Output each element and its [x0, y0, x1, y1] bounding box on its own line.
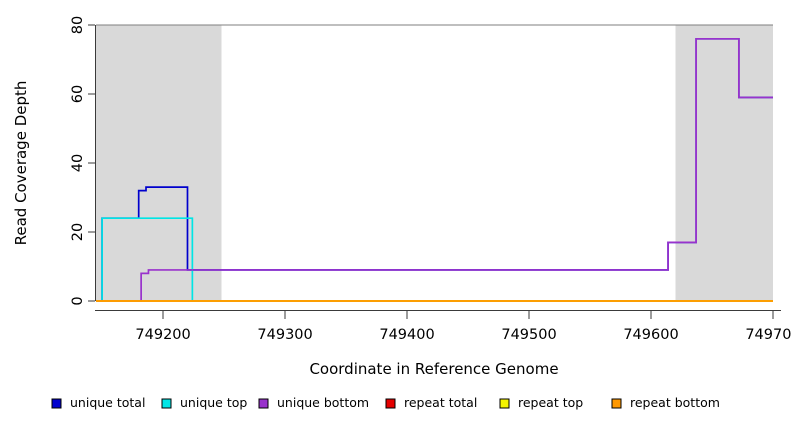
y-axis-title: Read Coverage Depth: [12, 81, 30, 246]
x-axis: 749200 749300 749400 749500 749600 749700: [95, 309, 792, 343]
legend-swatch: [258, 398, 269, 409]
shaded-regions: [96, 25, 773, 301]
legend-swatch: [51, 398, 62, 409]
y-tick-label: 20: [70, 223, 86, 241]
x-axis-title: Coordinate in Reference Genome: [309, 360, 558, 378]
y-axis-ticks: 0 20 40 60 80: [70, 16, 95, 306]
data-series: [96, 37, 773, 302]
x-tick-label: 749200: [135, 327, 190, 343]
legend-swatch: [385, 398, 396, 409]
legend-swatch: [161, 398, 172, 409]
legend-label: repeat top: [518, 395, 583, 410]
x-tick-label: 749700: [745, 327, 792, 343]
x-tick-label: 749300: [257, 327, 312, 343]
legend-label: repeat total: [404, 395, 477, 410]
x-tick-label: 749600: [623, 327, 678, 343]
legend-label: unique top: [180, 395, 247, 410]
y-tick-label: 80: [70, 16, 86, 34]
legend-label: unique total: [70, 395, 145, 410]
legend-label: unique bottom: [277, 395, 369, 410]
y-tick-label: 60: [70, 85, 86, 103]
legend-swatch: [499, 398, 510, 409]
legend-swatch: [611, 398, 622, 409]
shaded-region: [675, 25, 773, 301]
chart-legend: unique total unique top unique bottom repea…: [51, 395, 720, 410]
x-axis-ticks: 749200 749300 749400 749500 749600 749700: [135, 311, 792, 343]
y-tick-label: 40: [70, 154, 86, 172]
x-tick-label: 749400: [379, 327, 434, 343]
y-tick-label: 0: [70, 296, 86, 305]
series-line: [96, 37, 773, 302]
legend-label: repeat bottom: [630, 395, 720, 410]
shaded-region: [96, 25, 222, 301]
x-tick-label: 749500: [501, 327, 556, 343]
y-axis: 0 20 40 60 80: [70, 16, 97, 306]
